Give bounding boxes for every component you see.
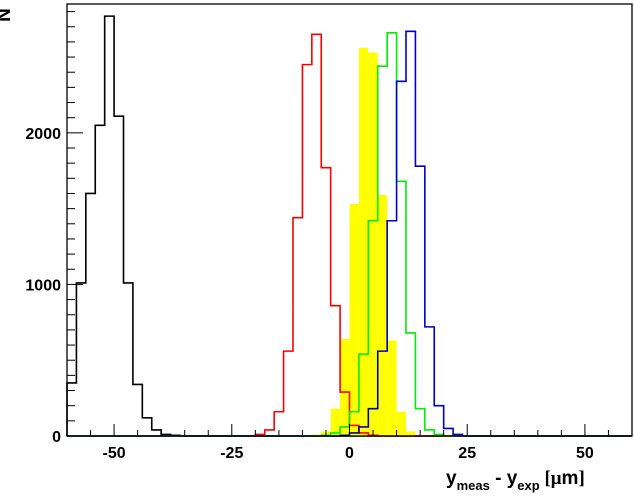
x-axis-label-unit-m: m <box>562 468 579 489</box>
x-axis-label-unit-close: ] <box>578 468 584 489</box>
x-tick-label: -25 <box>220 445 243 462</box>
y-tick-label: 2000 <box>25 126 61 143</box>
x-axis-label-sub-exp: exp <box>517 478 539 493</box>
histogram-bar <box>406 431 416 436</box>
x-tick-label: 0 <box>345 445 354 462</box>
histogram-bar <box>387 340 397 436</box>
x-axis-label-unit-mu: μ <box>551 468 562 489</box>
histogram-bar <box>377 194 388 436</box>
histogram-bar <box>340 338 350 436</box>
x-axis-label-sub-meas: meas <box>457 478 490 493</box>
x-axis-label-minus: - y <box>490 468 518 489</box>
y-tick-label: 1000 <box>25 277 61 294</box>
histogram-bar <box>368 52 378 437</box>
x-axis-label-unit-open: [ <box>540 468 551 489</box>
axis-ticks: -50 -25 0 25 50 0 1000 2000 <box>25 11 609 462</box>
y-tick-label: 0 <box>52 429 61 446</box>
series-1 <box>311 47 425 437</box>
histogram-bar <box>330 408 341 436</box>
histogram-bar <box>349 204 359 436</box>
x-tick-label: 50 <box>576 445 594 462</box>
histogram-bar <box>396 411 406 436</box>
histogram-bar <box>358 47 369 437</box>
x-tick-label: 25 <box>458 445 476 462</box>
x-axis-label: ymeas - yexp [μm] <box>446 468 585 493</box>
x-axis-label-y: y <box>446 468 457 489</box>
y-axis-label: N <box>0 8 15 22</box>
x-tick-label: -50 <box>103 445 126 462</box>
series-layer <box>66 15 632 437</box>
